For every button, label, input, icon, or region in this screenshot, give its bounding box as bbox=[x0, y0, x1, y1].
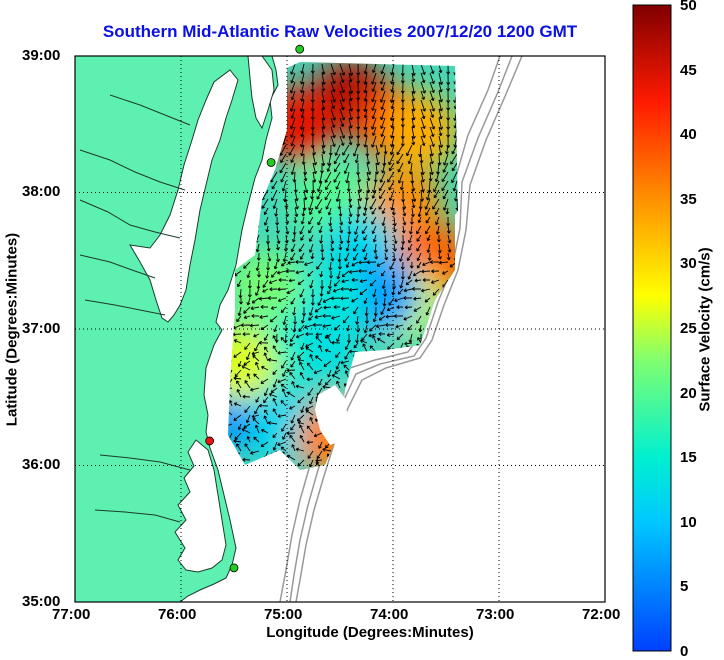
colorbar-tick: 5 bbox=[680, 578, 689, 595]
plot-frame bbox=[74, 55, 606, 603]
colorbar-tick: 0 bbox=[680, 643, 689, 660]
y-tick-label: 37:00 bbox=[22, 320, 61, 337]
rivers bbox=[79, 94, 191, 523]
y-axis-label: Latitude (Degrees:Minutes) bbox=[3, 232, 21, 427]
x-axis-label: Longitude (Degrees:Minutes) bbox=[266, 624, 474, 641]
colorbar-tick: 50 bbox=[680, 0, 697, 14]
y-tick-label: 38:00 bbox=[22, 183, 61, 200]
colorbar-tick: 10 bbox=[680, 514, 697, 531]
x-tick-label: 72:00 bbox=[582, 606, 621, 623]
x-tick-label: 76:00 bbox=[158, 606, 197, 623]
chesapeake-bay bbox=[129, 69, 239, 323]
x-tick-label: 75:00 bbox=[264, 606, 303, 623]
colorbar-label: Surface Velocity (cm/s) bbox=[696, 247, 714, 412]
map-title: Southern Mid-Atlantic Raw Velocities 200… bbox=[102, 22, 578, 41]
delaware-bay bbox=[247, 56, 275, 130]
y-tick-label: 39:00 bbox=[22, 47, 61, 64]
y-tick-label: 35:00 bbox=[22, 593, 61, 610]
colorbar bbox=[632, 4, 672, 652]
x-tick-label: 77:00 bbox=[52, 606, 91, 623]
colorbar-tick: 40 bbox=[680, 126, 697, 143]
x-tick-label: 73:00 bbox=[476, 606, 515, 623]
velocity-region bbox=[228, 250, 304, 327]
y-tick-label: 36:00 bbox=[22, 456, 61, 473]
pamlico-sound bbox=[174, 439, 227, 573]
grid-lines bbox=[75, 56, 605, 602]
colorbar-tick: 30 bbox=[680, 255, 697, 272]
radar-station-marker bbox=[295, 44, 305, 54]
radar-station-marker bbox=[229, 563, 239, 573]
colorbar-tick: 20 bbox=[680, 385, 697, 402]
velocity-region bbox=[381, 93, 458, 170]
radar-station-marker bbox=[205, 436, 215, 446]
x-tick-label: 74:00 bbox=[370, 606, 409, 623]
colorbar-tick: 45 bbox=[680, 62, 697, 79]
colorbar-tick: 35 bbox=[680, 191, 697, 208]
coverage-gap bbox=[315, 385, 348, 445]
radar-stations bbox=[205, 44, 305, 573]
colorbar-tick: 25 bbox=[680, 320, 697, 337]
colorbar-tick: 15 bbox=[680, 449, 697, 466]
radar-station-marker bbox=[266, 158, 276, 167]
